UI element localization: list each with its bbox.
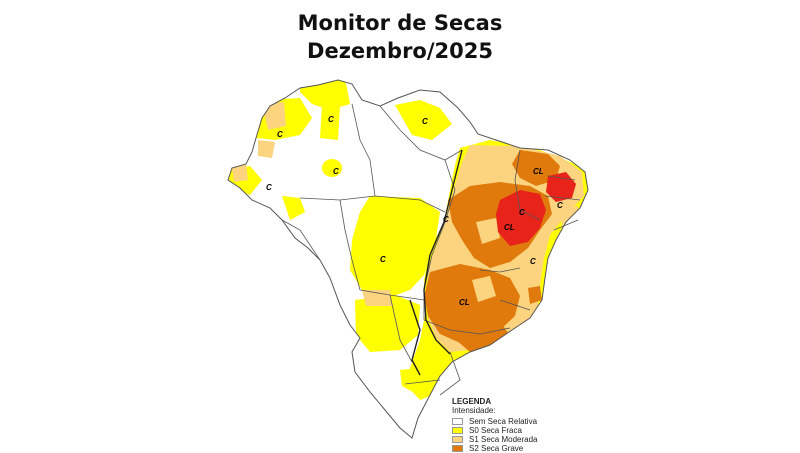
label-c: C [333, 167, 339, 176]
label-cl: CL [533, 167, 544, 176]
legend: LEGENDA Intensidade: Sem Seca Relativa S… [452, 397, 538, 453]
legend-swatch [452, 436, 463, 443]
legend-subheading: Intensidade: [452, 406, 496, 415]
s3-extreme-drought-areas [496, 172, 576, 246]
legend-item: Sem Seca Relativa [452, 417, 538, 426]
legend-heading: LEGENDA [452, 397, 492, 406]
label-c: C [380, 255, 386, 264]
legend-label: S1 Seca Moderada [469, 435, 538, 444]
legend-label: Sem Seca Relativa [469, 417, 538, 426]
label-c: C [422, 117, 428, 126]
label-cl: CL [459, 298, 470, 307]
legend-swatch [452, 427, 463, 434]
map-title: Monitor de Secas [297, 11, 503, 35]
drought-boundaries [409, 149, 463, 376]
label-c: C [443, 215, 449, 224]
label-cl: CL [504, 223, 515, 232]
map-subtitle: Dezembro/2025 [307, 39, 493, 63]
label-c: C [328, 115, 334, 124]
legend-label: S2 Seca Grave [469, 444, 524, 453]
legend-item: S0 Seca Fraca [452, 426, 538, 435]
legend-item: S1 Seca Moderada [452, 435, 538, 444]
label-c: C [266, 183, 272, 192]
label-c: C [557, 201, 563, 210]
label-c: C [530, 257, 536, 266]
label-c: C [277, 130, 283, 139]
s1-inner-areas [472, 218, 500, 302]
legend-swatch [452, 418, 463, 425]
legend-item: S2 Seca Grave [452, 444, 538, 453]
legend-label: S0 Seca Fraca [469, 426, 522, 435]
map-labels: C C C C C C C C C C CL CL CL [266, 115, 563, 307]
legend-swatch [452, 445, 463, 452]
label-c: C [519, 208, 525, 217]
